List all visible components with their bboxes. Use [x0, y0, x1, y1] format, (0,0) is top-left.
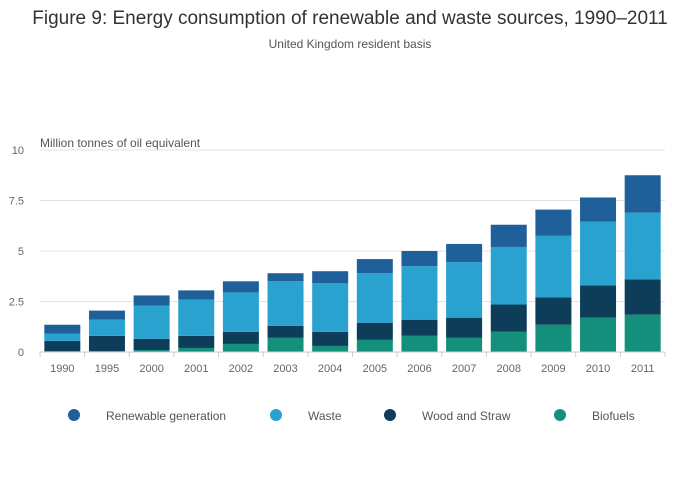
- bar-segment: [133, 349, 170, 352]
- x-tick-label: 2011: [631, 363, 655, 375]
- bar-segment: [312, 271, 349, 284]
- y-tick-label: 5: [18, 246, 24, 258]
- bar-segment: [580, 285, 617, 318]
- bar-segment: [580, 221, 617, 286]
- legend-swatch: [384, 409, 396, 421]
- bar-segment: [624, 314, 661, 352]
- legend-swatch: [270, 409, 282, 421]
- y-tick-label: 2.5: [9, 297, 24, 309]
- bar-segment: [267, 337, 304, 352]
- bar-segment: [88, 335, 125, 351]
- x-tick-label: 2004: [318, 363, 342, 375]
- bar-segment: [178, 335, 215, 348]
- bar-segment: [88, 310, 125, 320]
- bar-segment: [133, 305, 170, 339]
- x-tick-label: 2005: [363, 363, 387, 375]
- bar-segment: [267, 273, 304, 282]
- bar-segment: [490, 224, 527, 247]
- x-axis: 1990 1995 2000 2001 2002 2003 2004 2005 2006 2007…: [39, 351, 666, 375]
- legend-swatch: [554, 409, 566, 421]
- bar-segment: [446, 337, 483, 352]
- legend-label: Biofuels: [592, 409, 635, 423]
- legend-label: Wood and Straw: [422, 409, 511, 423]
- x-tick-label: 2007: [452, 363, 476, 375]
- legend: Renewable generation Waste Wood and Straw B…: [68, 409, 635, 423]
- y-tick-label: 7.5: [9, 196, 24, 208]
- bar-segment: [44, 350, 81, 352]
- bar-segment: [312, 345, 349, 352]
- bar-segment: [624, 279, 661, 315]
- bar-segment: [580, 197, 617, 222]
- y-tick-label: 0: [18, 347, 24, 359]
- x-tick-label: 2009: [541, 363, 565, 375]
- bar-segment: [580, 317, 617, 352]
- bar-segment: [490, 304, 527, 332]
- chart-title: Figure 9: Energy consumption of renewabl…: [32, 8, 668, 29]
- bar-segment: [490, 246, 527, 305]
- x-tick-label: 1995: [95, 363, 119, 375]
- x-tick-label: 2003: [273, 363, 297, 375]
- bar-segment: [356, 339, 393, 352]
- bar-segment: [267, 281, 304, 326]
- bar-segment: [401, 335, 438, 352]
- bar-segment: [446, 243, 483, 263]
- x-tick-label: 1990: [50, 363, 74, 375]
- legend-label: Renewable generation: [106, 409, 226, 423]
- bar-segment: [446, 317, 483, 338]
- bar-segment: [88, 319, 125, 336]
- x-tick-label: 2006: [407, 363, 431, 375]
- bar-segment: [44, 333, 81, 341]
- bar-segment: [356, 259, 393, 274]
- legend-label: Waste: [308, 409, 342, 423]
- bar-segment: [222, 331, 259, 344]
- bar-segment: [178, 299, 215, 336]
- y-axis-label: Million tonnes of oil equivalent: [40, 136, 201, 150]
- bar-segment: [401, 266, 438, 320]
- bar-segment: [178, 290, 215, 300]
- bar-segment: [133, 338, 170, 350]
- bar-segment: [178, 347, 215, 352]
- bar-segment: [535, 324, 572, 352]
- bar-segment: [88, 350, 125, 352]
- bar-segment: [624, 212, 661, 280]
- y-tick-label: 10: [12, 145, 24, 157]
- x-tick-label: 2000: [139, 363, 163, 375]
- bar-segment: [312, 283, 349, 332]
- bar-segment: [401, 251, 438, 267]
- y-axis-ticks: 0 2.5 5 7.5 10: [9, 145, 24, 359]
- bar-segment: [401, 319, 438, 336]
- x-tick-label: 2002: [229, 363, 253, 375]
- x-tick-label: 2008: [497, 363, 521, 375]
- bar-segment: [44, 340, 81, 351]
- bar-segment: [356, 273, 393, 323]
- bar-segment: [356, 322, 393, 340]
- bar-segment: [490, 331, 527, 352]
- bar-segment: [535, 297, 572, 325]
- bar-segment: [535, 235, 572, 298]
- bar-segment: [44, 324, 81, 334]
- bars: [44, 175, 661, 352]
- chart-subtitle: United Kingdom resident basis: [269, 37, 432, 51]
- legend-swatch: [68, 409, 80, 421]
- bar-segment: [222, 292, 259, 332]
- bar-segment: [446, 262, 483, 318]
- bar-segment: [535, 209, 572, 236]
- bar-segment: [133, 295, 170, 306]
- bar-segment: [267, 325, 304, 338]
- bar-segment: [312, 331, 349, 346]
- x-tick-label: 2001: [184, 363, 208, 375]
- bar-segment: [222, 281, 259, 293]
- bar-segment: [624, 175, 661, 213]
- x-tick-label: 2010: [586, 363, 610, 375]
- bar-segment: [222, 343, 259, 352]
